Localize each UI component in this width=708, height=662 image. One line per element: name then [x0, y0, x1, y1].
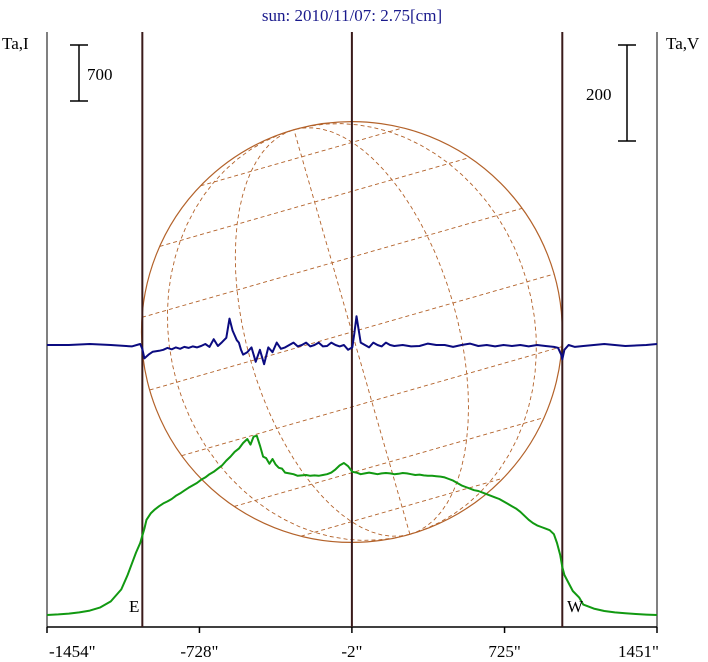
disk-latitude-line — [234, 417, 545, 507]
limb-label-west: W — [567, 597, 584, 616]
limb-label-east: E — [129, 597, 139, 616]
y-axis-label-right: Ta,V — [666, 34, 700, 53]
scale-bar-left-label: 700 — [87, 65, 113, 84]
disk-longitude-line — [234, 129, 410, 537]
plot-area: -1454" -728" -2" 725" 1451" — [46, 32, 659, 661]
chart-title: sun: 2010/11/07: 2.75[cm] — [262, 6, 442, 25]
scale-bar-left — [70, 44, 88, 102]
series-v-line — [47, 315, 658, 366]
scale-bar-right — [618, 44, 636, 142]
scale-bar-right-label: 200 — [586, 85, 612, 104]
x-tick-label: -1454" — [49, 642, 96, 661]
series-i-line — [46, 434, 658, 616]
disk-latitude-line — [181, 346, 562, 457]
x-tick-label: 725" — [488, 642, 520, 661]
x-tick-label: -2" — [341, 642, 362, 661]
x-tick-label: 1451" — [618, 642, 659, 661]
y-axis-label-left: Ta,I — [2, 34, 29, 53]
disk-longitude-line — [293, 123, 537, 535]
x-tick-label: -728" — [180, 642, 218, 661]
disk-longitude-line — [167, 129, 411, 541]
